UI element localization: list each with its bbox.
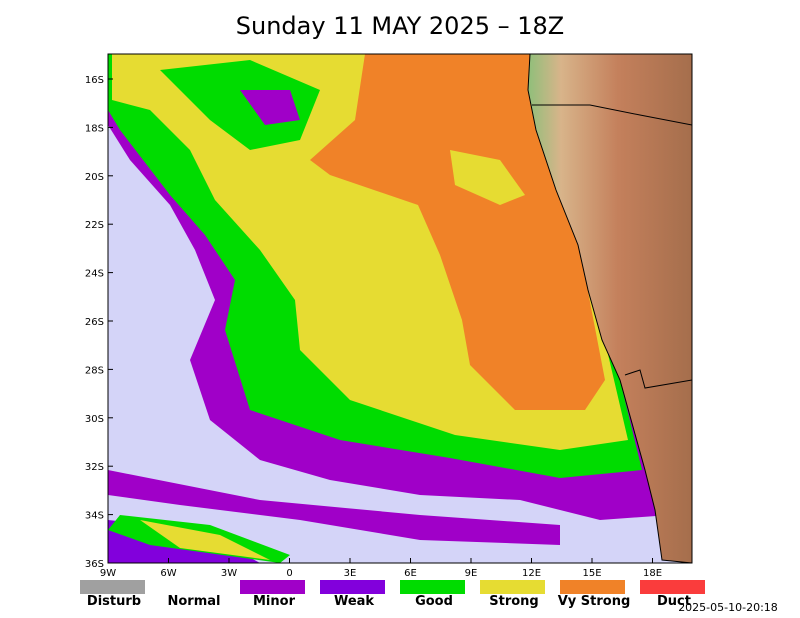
lon-label: 9E	[465, 568, 478, 579]
legend-label: Vy Strong	[558, 594, 631, 609]
legend-label: Weak	[334, 594, 374, 609]
legend-label: Strong	[489, 594, 538, 609]
legend-swatch	[320, 580, 385, 594]
lon-label: 18E	[643, 568, 662, 579]
lat-label: 20S	[85, 172, 104, 183]
lon-label: 9W	[100, 568, 116, 579]
minor-band	[108, 470, 560, 545]
legend-label: Duct	[657, 594, 691, 609]
lon-label: 3E	[344, 568, 357, 579]
map-title: Sunday 11 MAY 2025 – 18Z	[236, 12, 564, 40]
lat-label: 24S	[85, 269, 104, 280]
minor-patch	[240, 90, 300, 125]
legend-swatch	[400, 580, 465, 594]
legend: Disturb Normal Minor Weak Good Strong Vy Stron…	[80, 580, 705, 609]
legend-label: Good	[415, 594, 453, 609]
borders	[532, 104, 692, 389]
legend-swatch	[80, 580, 145, 594]
map-field	[108, 54, 692, 563]
lon-label: 6W	[160, 568, 176, 579]
lat-label: 16S	[85, 75, 104, 86]
legend-swatch	[480, 580, 545, 594]
lat-label: 30S	[85, 414, 104, 425]
strong-band	[140, 520, 270, 560]
strong-patch	[450, 150, 525, 205]
lat-label: 34S	[85, 511, 104, 522]
lon-label: 15E	[582, 568, 601, 579]
lat-label: 28S	[85, 365, 104, 376]
lon-label: 6E	[404, 568, 417, 579]
legend-swatch	[240, 580, 305, 594]
map-frame	[107, 53, 693, 564]
legend-swatch	[640, 580, 705, 594]
lon-label: 0	[286, 568, 292, 579]
timestamp: 2025-05-10-20:18	[678, 601, 778, 614]
lat-label: 36S	[85, 559, 104, 570]
vy-strong-area	[310, 54, 605, 410]
lat-label: 18S	[85, 123, 104, 134]
legend-swatch	[560, 580, 625, 594]
legend-label: Minor	[253, 594, 296, 609]
lat-label: 32S	[85, 462, 104, 473]
legend-label: Disturb	[87, 594, 141, 609]
lon-label: 3W	[221, 568, 237, 579]
lat-label: 22S	[85, 220, 104, 231]
lat-label: 26S	[85, 317, 104, 328]
good-patch	[160, 60, 320, 150]
legend-label: Normal	[168, 594, 221, 609]
lon-label: 12E	[522, 568, 541, 579]
